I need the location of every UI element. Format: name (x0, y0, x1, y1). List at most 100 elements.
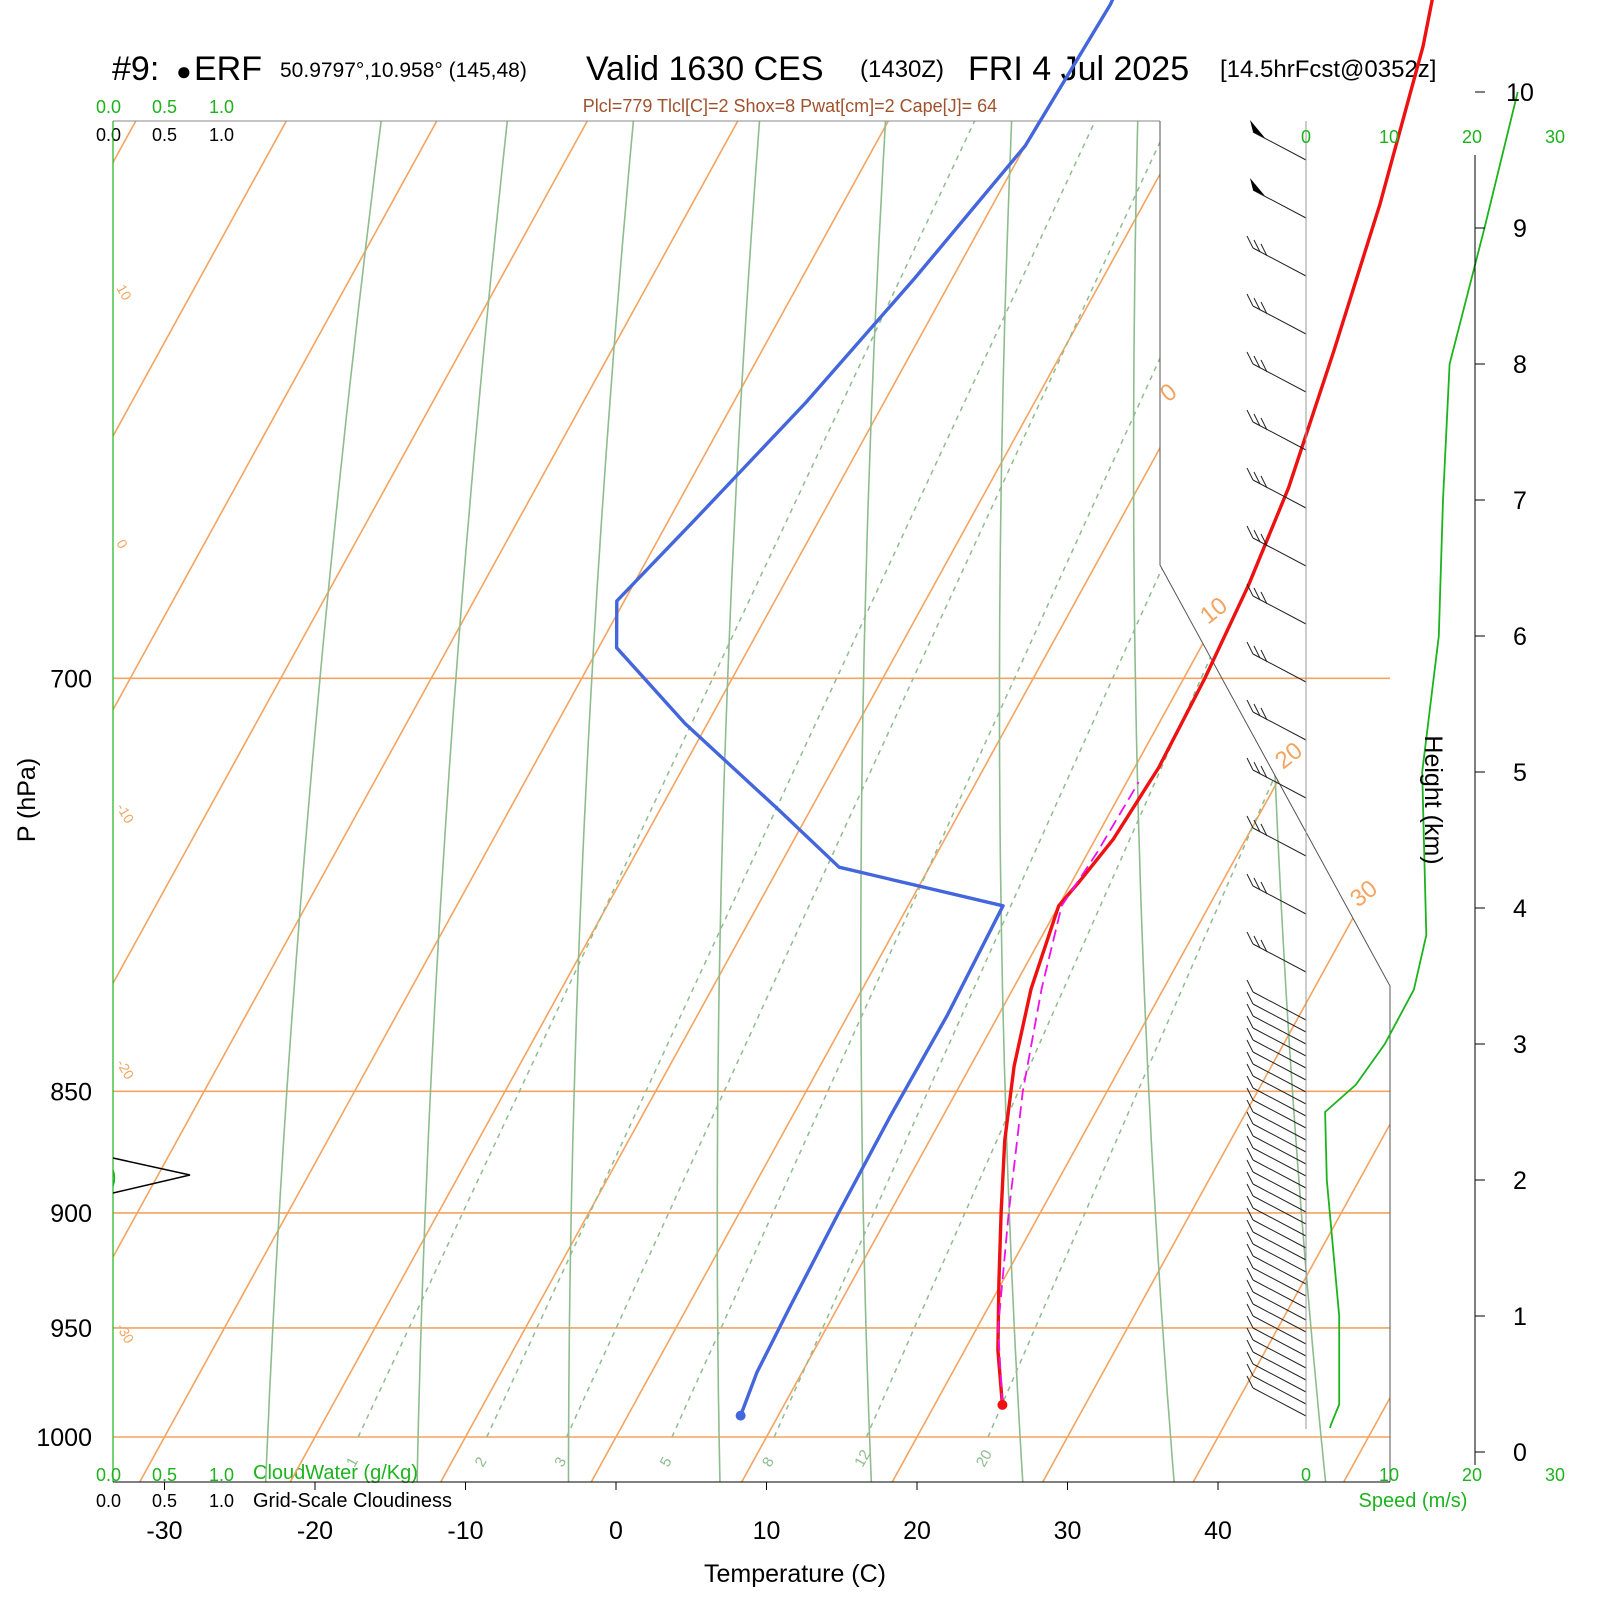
temperature-axis-label: Temperature (C) (704, 1560, 886, 1588)
isotherm-label-right: 10 (1195, 592, 1233, 630)
wind-barb-staff (1252, 1291, 1307, 1321)
wind-barb-pennant (1250, 120, 1265, 138)
wind-barb-feather (1253, 355, 1261, 369)
wind-barb-staff (1252, 1363, 1307, 1393)
cloudwater-label: CloudWater (g/Kg) (253, 1462, 418, 1484)
height-tick-label: 9 (1513, 215, 1527, 243)
wind-barb-staff (1252, 1099, 1307, 1129)
wind-barb-feather (1260, 765, 1268, 779)
wind-barb-feather (1246, 1015, 1254, 1029)
mixing-ratio-label: 3 (551, 1454, 570, 1470)
cloud-scale-top: 0.0 0.5 1.0 0.0 0.5 1.0 (96, 97, 234, 145)
station-symbol: ● (176, 56, 192, 86)
wind-barb-staff (1252, 1159, 1307, 1189)
temperature-profile (996, 0, 1434, 1406)
dry-adiabat-line (1262, 121, 1378, 1482)
wind-barb-feather (1246, 1351, 1254, 1365)
cloudiness-marker-shape (112, 1157, 191, 1194)
wind-barb-staff (1252, 1063, 1307, 1093)
dry-adiabat-line (262, 121, 677, 1482)
speed-axis-label: Speed (m/s) (1359, 1490, 1468, 1512)
isotherm-line (113, 121, 1384, 1482)
isotherm-line (407, 121, 1390, 1482)
wind-barb-feather (1246, 1327, 1254, 1341)
isotherm-line (113, 121, 932, 1482)
height-tick-label: 7 (1513, 487, 1527, 515)
isotherm-line (113, 121, 1083, 1482)
wind-barb-feather (1260, 823, 1268, 837)
cloudiness-scale-bottom-1: 0.5 (152, 1491, 177, 1511)
isotherm-label-right: 30 (1345, 875, 1383, 913)
wind-barb-feather (1246, 1111, 1254, 1125)
wind-barb-feather (1246, 1231, 1254, 1245)
cloudwater-scale-bottom-2: 1.0 (209, 1465, 234, 1485)
wind-barb-feather (1246, 1075, 1254, 1089)
wind-barb-staff (1252, 1255, 1307, 1285)
wind-barb-feather (1246, 1099, 1254, 1113)
dry-adiabat-line (1132, 121, 1278, 1482)
wind-barb-feather (1260, 881, 1268, 895)
wind-barb-feather (1246, 699, 1254, 713)
cloudiness-scale-bottom-2: 1.0 (209, 1491, 234, 1511)
wind-barb-feather (1246, 1243, 1254, 1257)
wind-barb-staff (1252, 1327, 1307, 1357)
wind-barb-staff (1252, 1339, 1307, 1369)
height-axis-label: Height (km) (1419, 735, 1447, 864)
wind-barb-staff (1252, 943, 1307, 973)
dry-adiabat-line (716, 121, 978, 1482)
speed-top-30: 30 (1545, 127, 1565, 147)
temperature-tick-label: 40 (1204, 1517, 1232, 1545)
wind-barb-staff (1252, 247, 1307, 277)
wind-barb-staff (1252, 1195, 1307, 1225)
wind-barb-staff (1252, 1243, 1307, 1273)
wind-barb-staff (1252, 1219, 1307, 1249)
wind-barb-staff (1252, 827, 1307, 857)
mixing-ratio-lines (357, 121, 1390, 1438)
wind-barb-staff (1252, 1123, 1307, 1153)
wind-barb-feather (1246, 1267, 1254, 1281)
mixing-ratio-line (865, 121, 1390, 1438)
wind-barb-feather (1260, 591, 1268, 605)
wind-barb-feather (1246, 641, 1254, 655)
wind-barb-feather (1260, 243, 1268, 257)
isotherm-line (708, 121, 1390, 1482)
mixing-ratio-line (987, 121, 1390, 1438)
station-name: ERF (194, 50, 262, 88)
stability-indices: Plcl=779 Tlcl[C]=2 Shox=8 Pwat[cm]=2 Cap… (583, 96, 997, 116)
speed-top-20: 20 (1462, 127, 1482, 147)
valid-time: Valid 1630 CES (586, 50, 824, 88)
wind-barb-pennant (1250, 178, 1265, 196)
profiles (614, 0, 1434, 1421)
wind-barb-feather (1246, 1027, 1254, 1041)
height-tick-label: 6 (1513, 623, 1527, 651)
right-frame-line (1159, 121, 1391, 1482)
temperature-surface-dot (997, 1399, 1008, 1410)
wind-barb-feather (1246, 1303, 1254, 1317)
isotherms (113, 121, 1390, 1482)
wind-barb-feather (1253, 239, 1261, 253)
wind-barb-feather (1260, 649, 1268, 663)
wind-barb-feather (1246, 1183, 1254, 1197)
wind-barb-staff (1252, 595, 1307, 625)
wind-barb-feather (1246, 1255, 1254, 1269)
station-id: #9: (112, 50, 159, 88)
wind-barb-staff (1252, 1027, 1307, 1057)
wind-barbs (1246, 120, 1307, 1417)
wind-barb-feather (1246, 1087, 1254, 1101)
height-tick-label: 0 (1513, 1439, 1527, 1467)
wind-barb-staff (1252, 1015, 1307, 1045)
wind-barb-feather (1253, 935, 1261, 949)
temperature-tick-label: 20 (903, 1517, 931, 1545)
height-tick-label: 5 (1513, 759, 1527, 787)
isotherm-label-left: -10 (113, 801, 137, 827)
wind-barb-feather (1246, 1159, 1254, 1173)
wind-barb-staff (1252, 1147, 1307, 1177)
wind-barb-feather (1246, 1219, 1254, 1233)
wind-barb-feather (1246, 815, 1254, 829)
pressure-tick-label: 1000 (36, 1424, 92, 1452)
wind-barb-feather (1260, 533, 1268, 547)
wind-barb-staff (1252, 1183, 1307, 1213)
forecast-info: [14.5hrFcst@0352z] (1220, 56, 1436, 83)
wind-barb-feather (1260, 707, 1268, 721)
station-coords: 50.9797°,10.958° (145,48) (280, 59, 527, 82)
